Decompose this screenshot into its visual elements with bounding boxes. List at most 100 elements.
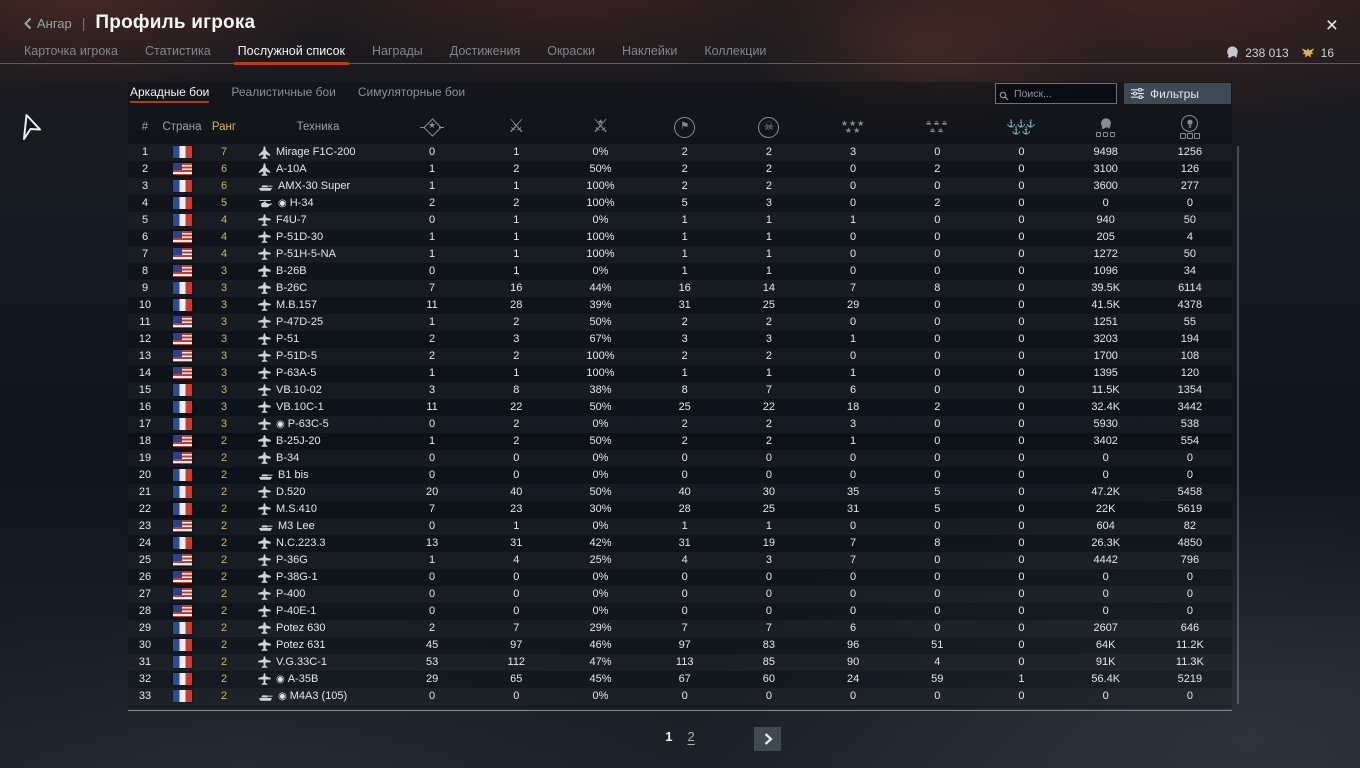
column-header-1[interactable]: # xyxy=(141,121,149,133)
row-number: 27 xyxy=(138,588,152,600)
vehicle-row-12[interactable]: 12 3 P-51 2 3 67% 3 3 1 0 0 3203 194 xyxy=(128,331,1232,348)
vehicle-type-bomber-icon xyxy=(258,571,271,584)
vehicle-name: V.G.33C-1 xyxy=(276,656,327,668)
stat-value-1: 29 xyxy=(425,673,439,685)
column-header-3[interactable]: Ранг xyxy=(211,121,237,133)
tab-3[interactable]: Послужной список xyxy=(233,44,350,65)
vehicle-row-14[interactable]: 14 3 P-63A-5 1 1 100% 1 1 1 0 0 1395 120 xyxy=(128,365,1232,382)
vehicle-row-18[interactable]: 18 2 B-25J-20 1 2 50% 2 2 1 0 0 3402 554 xyxy=(128,433,1232,450)
stat-value-3: 50% xyxy=(589,486,612,498)
vehicle-row-5[interactable]: 5 4 F4U-7 0 1 0% 1 1 1 0 0 940 50 xyxy=(128,212,1232,229)
vehicle-row-21[interactable]: 21 2 D.520 20 40 50% 40 30 35 5 0 47.2K 5458 xyxy=(128,484,1232,501)
wins-icon[interactable]: ★ xyxy=(390,112,474,142)
sorties-icon[interactable]: ⚑ xyxy=(643,112,727,142)
vehicle-row-13[interactable]: 13 3 P-51D-5 2 2 100% 2 2 0 0 0 1700 108 xyxy=(128,348,1232,365)
search-input[interactable] xyxy=(1012,84,1116,103)
stat-value-8: 0 xyxy=(1018,282,1025,294)
vertical-scrollbar[interactable] xyxy=(1237,146,1239,704)
tab-7[interactable]: Наклейки xyxy=(622,44,678,58)
next-page-button[interactable] xyxy=(754,727,781,751)
vehicle-row-32[interactable]: 32 2 ◉ A-35B 29 65 45% 67 60 24 59 1 56.4K 5219 xyxy=(128,671,1232,688)
vehicle-row-16[interactable]: 16 3 VB.10C-1 11 22 50% 25 22 18 2 0 32.4K 3442 xyxy=(128,399,1232,416)
stat-value-8: 0 xyxy=(1018,690,1025,702)
vehicle-row-26[interactable]: 26 2 P-38G-1 0 0 0% 0 0 0 0 0 0 0 xyxy=(128,569,1232,586)
row-number: 3 xyxy=(141,180,149,192)
vehicle-row-33[interactable]: 33 2 ◉ M4A3 (105) 0 0 0% 0 0 0 0 0 0 0 xyxy=(128,688,1232,705)
page-2[interactable]: 2 xyxy=(687,729,695,744)
missions-icon[interactable]: ⚔ xyxy=(507,116,525,137)
vehicle-row-17[interactable]: 17 3 ◉ P-63C-5 0 2 0% 2 2 3 0 0 5930 538 xyxy=(128,416,1232,433)
vehicle-row-11[interactable]: 11 3 P-47D-25 1 2 50% 2 2 0 0 0 1251 55 xyxy=(128,314,1232,331)
vehicle-cell: P-38G-1 xyxy=(246,569,390,586)
vehicle-row-27[interactable]: 27 2 P-400 0 0 0% 0 0 0 0 0 0 0 xyxy=(128,586,1232,603)
vehicle-row-19[interactable]: 19 2 B-34 0 0 0% 0 0 0 0 0 0 0 xyxy=(128,450,1232,467)
vehicle-row-31[interactable]: 31 2 V.G.33C-1 53 112 47% 113 85 90 4 0 91K 11.3K xyxy=(128,654,1232,671)
country-cell xyxy=(162,416,202,433)
tab-1[interactable]: Карточка игрока xyxy=(24,44,118,58)
vehicle-cell: A-10A xyxy=(246,161,390,178)
vehicle-row-7[interactable]: 7 4 P-51H-5-NA 1 1 100% 1 1 0 0 0 1272 50 xyxy=(128,246,1232,263)
subtab-2[interactable]: Реалистичные бои xyxy=(231,85,336,99)
stat-value-10: 5219 xyxy=(1177,673,1203,685)
stat-value-7: 0 xyxy=(934,299,941,311)
vehicle-type-bomber-icon xyxy=(258,537,271,550)
subtab-3[interactable]: Симуляторные бои xyxy=(357,85,466,99)
vehicle-row-9[interactable]: 9 3 B-26C 7 16 44% 16 14 7 8 0 39.5K 6114 xyxy=(128,280,1232,297)
research-points-icon[interactable] xyxy=(1148,112,1232,142)
page-1[interactable]: 1 xyxy=(665,729,673,744)
stat-value-4: 113 xyxy=(675,656,694,668)
stat-value-9: 41.5K xyxy=(1091,299,1121,311)
stat-value-2: 16 xyxy=(510,282,523,294)
column-header-4[interactable]: Техника xyxy=(296,121,340,133)
filters-button[interactable]: Фильтры xyxy=(1124,83,1231,104)
vehicle-row-4[interactable]: 4 5 ◉ H-34 2 2 100% 5 3 0 2 0 0 0 xyxy=(128,195,1232,212)
column-header-2[interactable]: Страна xyxy=(162,121,202,133)
vehicle-row-15[interactable]: 15 3 VB.10-02 3 8 38% 8 7 6 0 0 11.5K 1354 xyxy=(128,382,1232,399)
vehicle-row-28[interactable]: 28 2 P-40E-1 0 0 0% 0 0 0 0 0 0 0 xyxy=(128,603,1232,620)
stat-value-8: 0 xyxy=(1018,367,1025,379)
tab-5[interactable]: Достижения xyxy=(449,44,521,58)
page-title: Профиль игрока xyxy=(95,12,256,33)
stat-value-6: 0 xyxy=(850,265,857,277)
vehicle-cell: ◉ P-63C-5 xyxy=(246,416,390,433)
tab-4[interactable]: Награды xyxy=(372,44,423,58)
vehicle-row-22[interactable]: 22 2 M.S.410 7 23 30% 28 25 31 5 0 22K 5619 xyxy=(128,501,1232,518)
vehicle-row-20[interactable]: 20 2 B1 bis 0 0 0% 0 0 0 0 0 0 0 xyxy=(128,467,1232,484)
vehicle-row-25[interactable]: 25 2 P-36G 1 4 25% 4 3 7 0 0 4442 796 xyxy=(128,552,1232,569)
stat-value-3: 0% xyxy=(592,146,609,158)
winrate-icon[interactable]: ⚔ ★ xyxy=(591,116,610,137)
vehicle-row-10[interactable]: 10 3 M.B.157 11 28 39% 31 25 29 0 0 41.5K 4378 xyxy=(128,297,1232,314)
deaths-icon[interactable]: ☠ xyxy=(727,112,811,142)
naval-targets-icon[interactable]: ⚓⚓⚓ ⚓⚓ xyxy=(1006,119,1037,135)
vehicle-row-29[interactable]: 29 2 Potez 630 2 7 29% 7 7 6 0 0 2607 646 xyxy=(128,620,1232,637)
stat-value-10: 11.2K xyxy=(1175,639,1204,651)
filters-label: Фильтры xyxy=(1150,86,1199,101)
vehicle-type-plane-icon xyxy=(258,316,271,329)
close-button[interactable]: × xyxy=(1325,14,1338,37)
tab-2[interactable]: Статистика xyxy=(145,44,211,58)
stat-value-3: 47% xyxy=(589,656,612,668)
stat-value-10: 4378 xyxy=(1177,299,1203,311)
stat-value-3: 0% xyxy=(592,418,609,430)
subtab-1[interactable]: Аркадные бои xyxy=(130,85,210,103)
silver-lions-icon[interactable] xyxy=(1064,112,1148,142)
air-targets-icon[interactable]: ★★★ ★★ xyxy=(840,118,866,135)
stat-value-2: 97 xyxy=(510,639,523,651)
vehicle-row-30[interactable]: 30 2 Potez 631 45 97 46% 97 83 96 51 0 64K 11.2K xyxy=(128,637,1232,654)
stat-value-8: 0 xyxy=(1018,401,1025,413)
vehicle-row-23[interactable]: 23 2 M3 Lee 0 1 0% 1 1 0 0 0 604 82 xyxy=(128,518,1232,535)
vehicle-row-24[interactable]: 24 2 N.C.223.3 13 31 42% 31 19 7 8 0 26.3K 4850 xyxy=(128,535,1232,552)
ground-targets-icon[interactable] xyxy=(895,112,979,142)
vehicle-row-6[interactable]: 6 4 P-51D-30 1 1 100% 1 1 0 0 0 205 4 xyxy=(128,229,1232,246)
row-number: 18 xyxy=(138,435,152,447)
tab-8[interactable]: Коллекции xyxy=(704,44,767,58)
tab-6[interactable]: Окраски xyxy=(547,44,596,58)
stat-value-1: 0 xyxy=(429,520,436,532)
vehicle-row-8[interactable]: 8 3 B-26B 0 1 0% 1 1 0 0 0 1096 34 xyxy=(128,263,1232,280)
back-to-hangar-button[interactable]: Ангар xyxy=(24,16,72,31)
premium-icon: ◉ xyxy=(276,673,285,685)
vehicle-row-1[interactable]: 1 7 Mirage F1C-200 0 1 0% 2 2 3 0 0 9498 1256 xyxy=(128,144,1232,161)
vehicle-row-2[interactable]: 2 6 A-10A 1 2 50% 2 2 0 2 0 3100 126 xyxy=(128,161,1232,178)
vehicle-row-3[interactable]: 3 6 AMX-30 Super 1 1 100% 2 2 0 0 0 3600 277 xyxy=(128,178,1232,195)
stat-value-9: 1096 xyxy=(1093,265,1118,277)
